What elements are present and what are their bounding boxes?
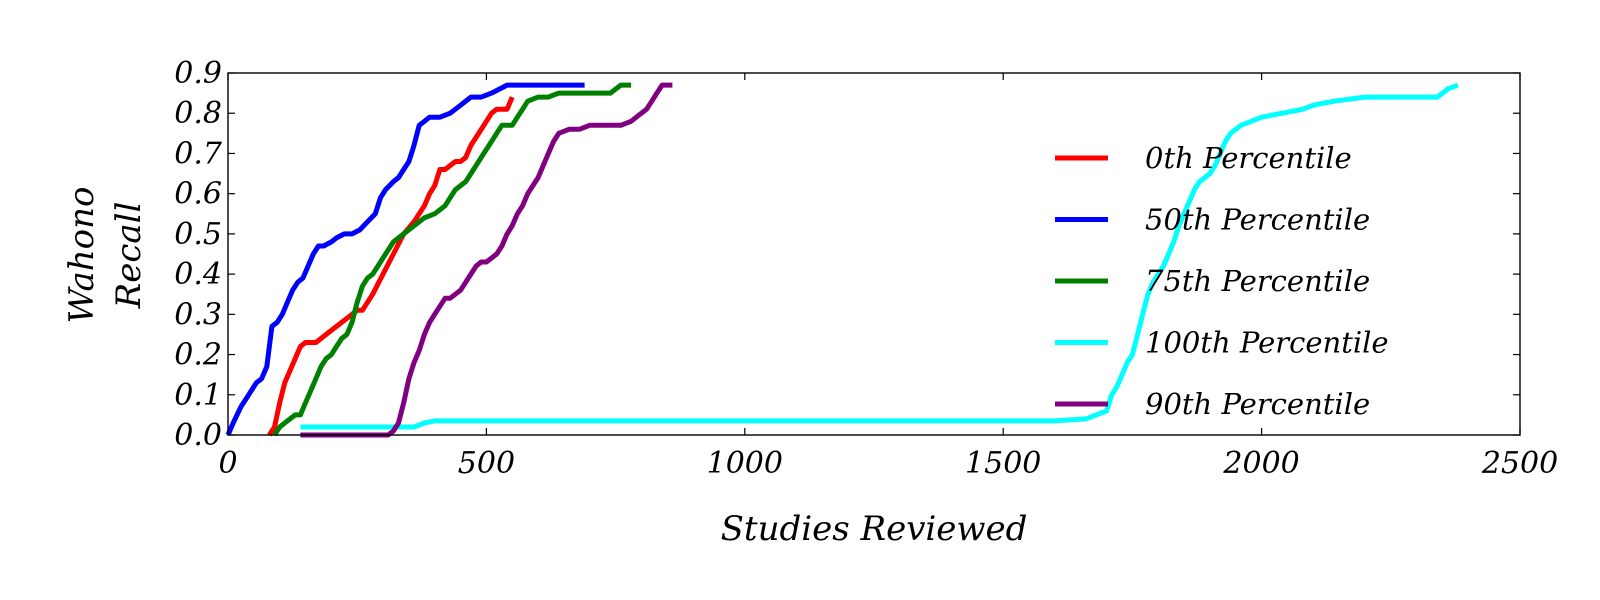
y-tick-label: 0.3 bbox=[174, 297, 222, 332]
series-line-3 bbox=[300, 82, 1459, 430]
plot-frame bbox=[227, 72, 1521, 436]
axis-ticks: 0 500 1000 1500 2000 2500 0.0 0.1 0.2 0.3 0.4 0.5 0.… bbox=[174, 56, 1558, 481]
y-tick-label: 0.0 bbox=[174, 418, 222, 453]
y-tick-label: 0.8 bbox=[174, 96, 222, 131]
series-line-1 bbox=[225, 82, 585, 436]
x-tick-label: 1000 bbox=[707, 446, 783, 481]
legend-label-1: 50th Percentile bbox=[1145, 203, 1370, 237]
x-axis-title: Studies Reviewed bbox=[721, 509, 1028, 549]
x-tick-label: 2000 bbox=[1222, 446, 1299, 481]
x-tick-label: 0 bbox=[218, 446, 237, 481]
series-line-2 bbox=[272, 82, 632, 437]
y-tick-label: 0.1 bbox=[174, 378, 222, 413]
legend-label-3: 100th Percentile bbox=[1145, 326, 1389, 360]
x-tick-label: 500 bbox=[458, 446, 515, 481]
series-line-0 bbox=[267, 96, 515, 437]
legend: 0th Percentile 50th Percentile 75th Percen… bbox=[1055, 141, 1389, 421]
y-tick-label: 0.9 bbox=[174, 56, 222, 91]
y-tick-label: 0.2 bbox=[174, 338, 222, 373]
x-tick-label: 2500 bbox=[1481, 446, 1558, 481]
x-tick-label: 1500 bbox=[965, 446, 1041, 481]
y-axis-title-line-1: Wahono bbox=[62, 187, 102, 324]
series-line-4 bbox=[300, 82, 673, 438]
y-axis-title-line-2: Recall bbox=[109, 202, 149, 310]
legend-label-0: 0th Percentile bbox=[1145, 141, 1352, 175]
y-tick-label: 0.4 bbox=[174, 257, 222, 292]
legend-label-2: 75th Percentile bbox=[1145, 264, 1370, 298]
plot-area bbox=[225, 82, 1459, 438]
y-tick-label: 0.5 bbox=[174, 217, 222, 252]
legend-label-4: 90th Percentile bbox=[1145, 387, 1370, 421]
y-tick-label: 0.6 bbox=[174, 177, 222, 212]
y-tick-label: 0.7 bbox=[174, 136, 223, 171]
